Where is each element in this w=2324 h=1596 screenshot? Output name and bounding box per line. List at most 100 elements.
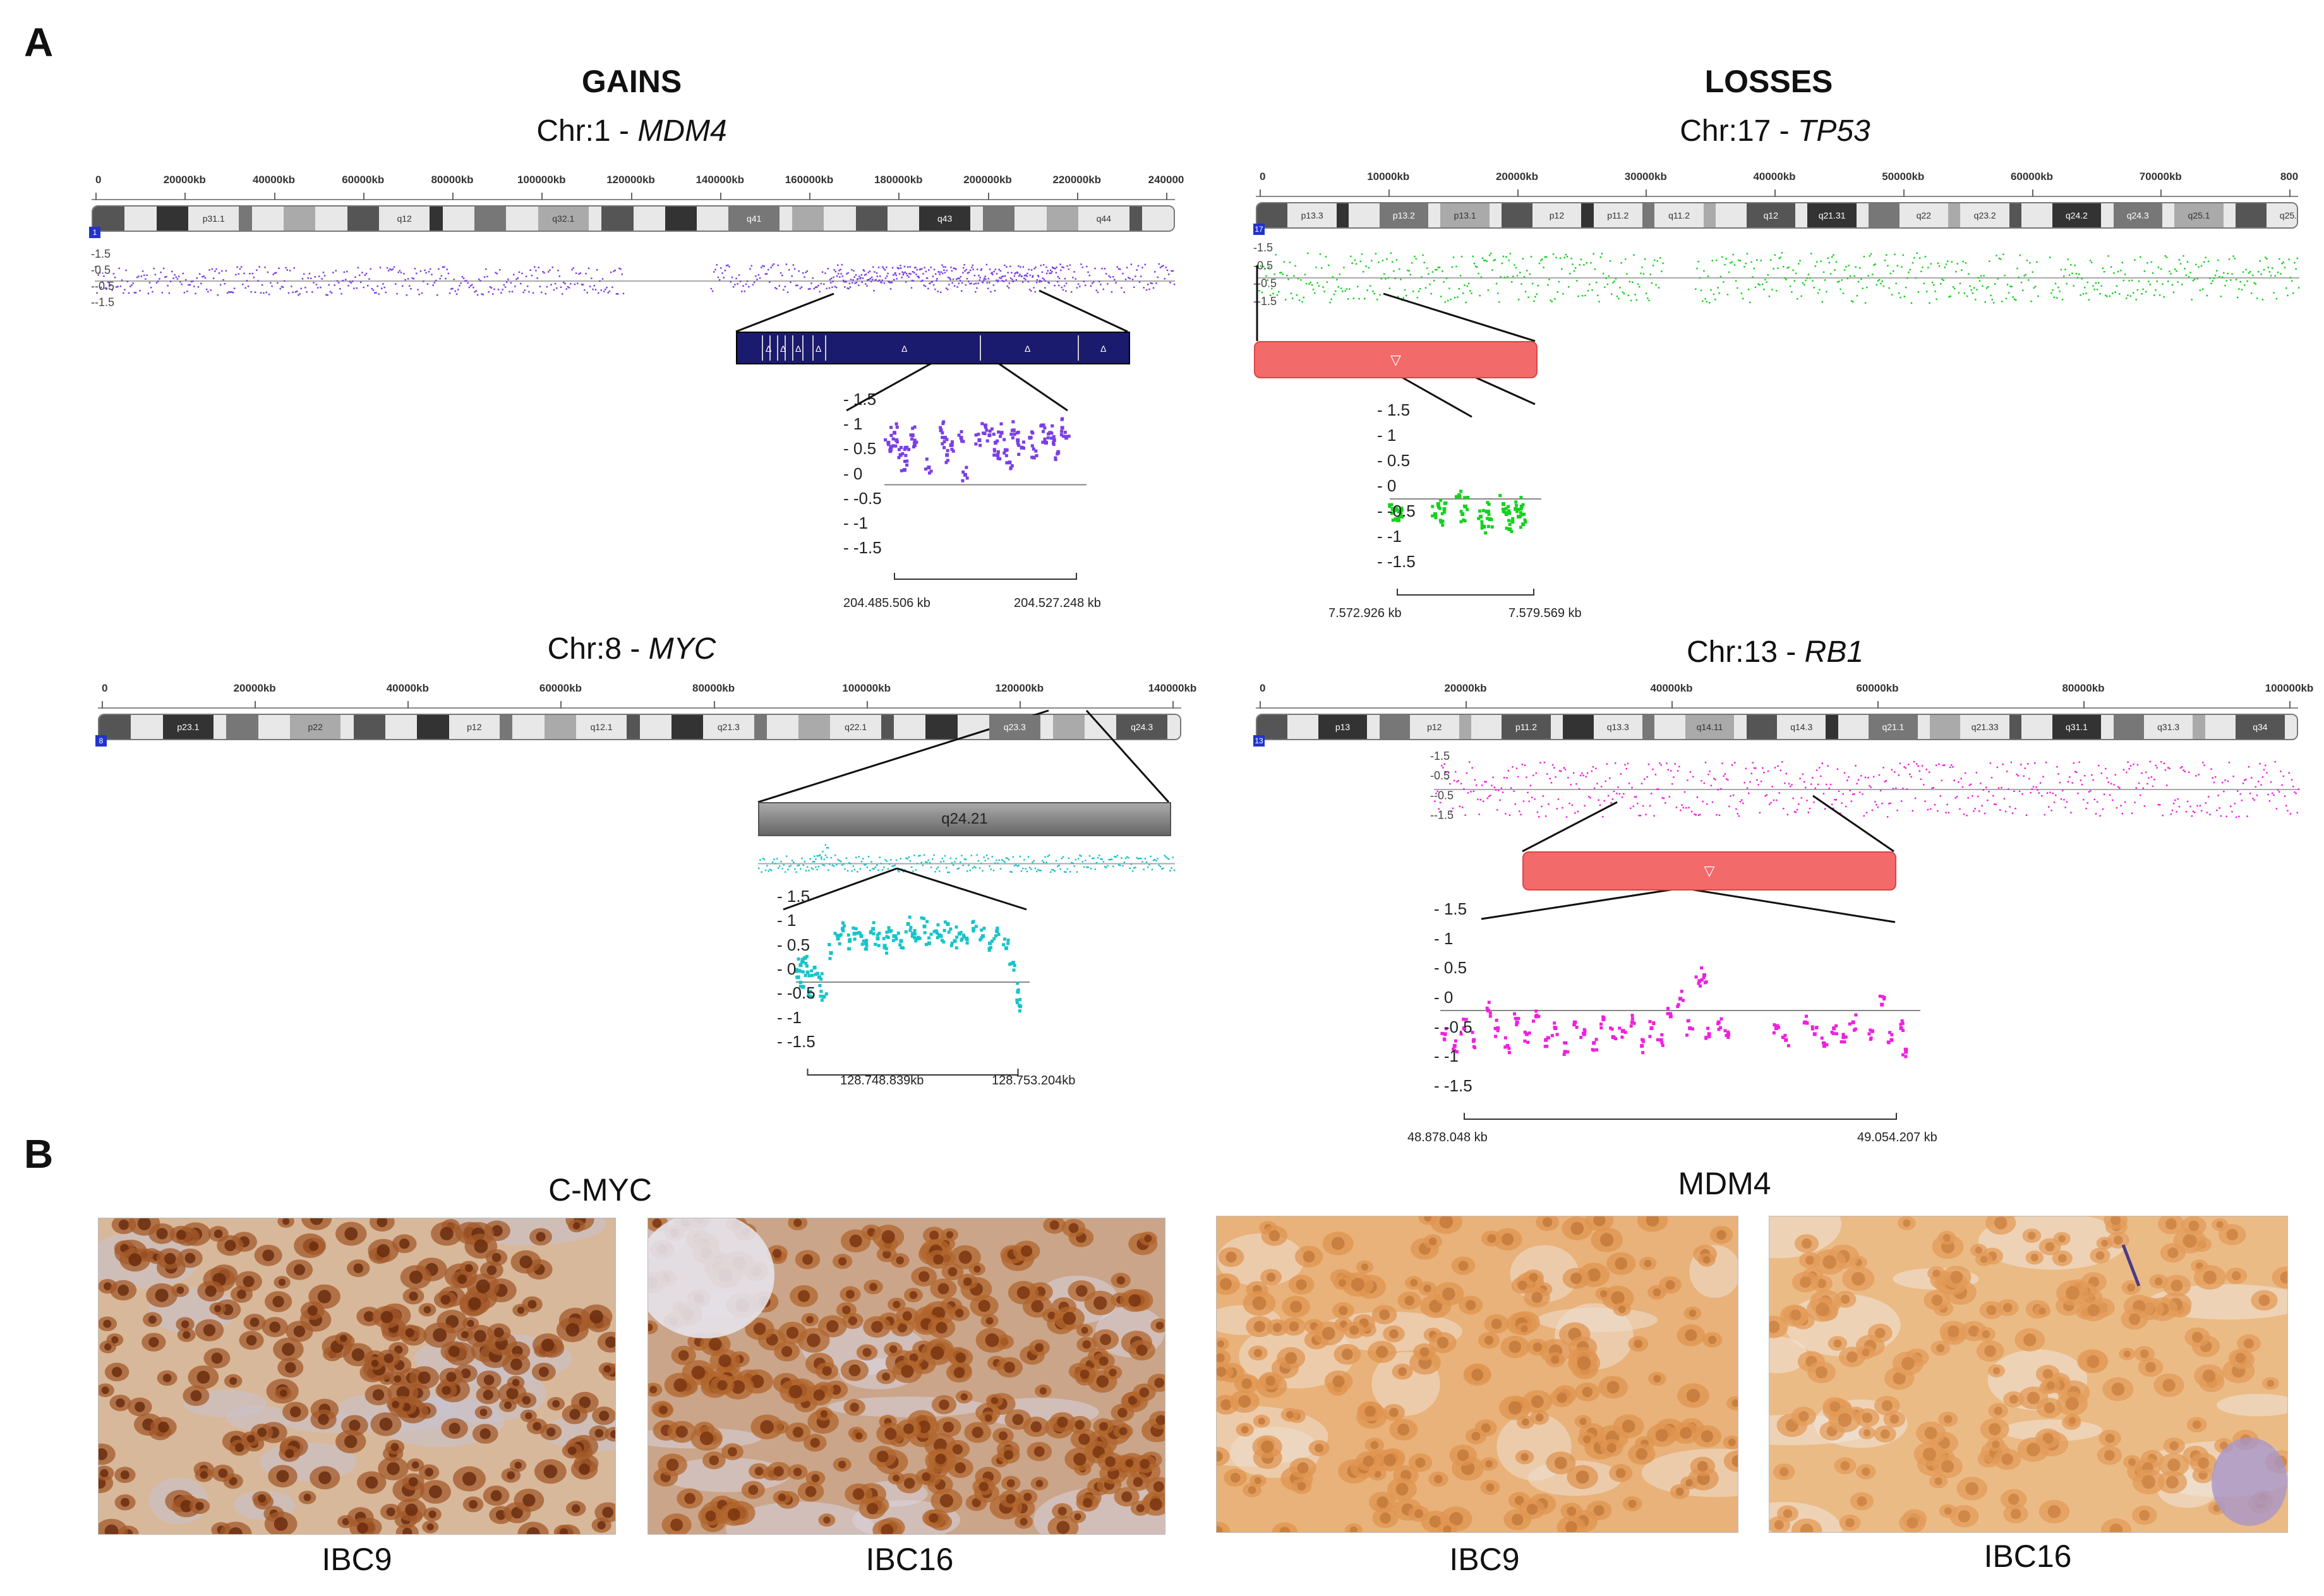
- data-point: [1781, 1035, 1785, 1039]
- cell-nucleus: [405, 1503, 418, 1516]
- cell-nucleus: [394, 1375, 402, 1383]
- cell-nucleus: [2046, 1381, 2056, 1390]
- data-point: [1666, 1007, 1670, 1011]
- cell-nucleus: [1931, 1294, 1943, 1306]
- rb1-coord-end: 49.054.207 kb: [1857, 1131, 1937, 1144]
- data-point: [1060, 426, 1064, 430]
- cell-nucleus: [1774, 1520, 1784, 1530]
- ruler-tick: [2160, 189, 2162, 197]
- cell-nucleus: [1851, 1271, 1865, 1286]
- cell-nucleus: [1606, 1443, 1617, 1453]
- cell-nucleus: [1840, 1461, 1850, 1471]
- cell-nucleus: [1992, 1440, 2000, 1448]
- cell-nucleus: [699, 1431, 714, 1446]
- zoom-ytick: - -0.5: [1377, 501, 1416, 520]
- cell-nucleus: [176, 1230, 186, 1240]
- data-point: [913, 441, 917, 445]
- data-point: [1480, 520, 1484, 524]
- stroma-region: [726, 1501, 876, 1534]
- data-point: [1524, 520, 1527, 524]
- data-point: [992, 453, 996, 457]
- cell-nucleus: [200, 1471, 208, 1479]
- ruler-tick: [1260, 701, 1261, 709]
- cell-nucleus: [1155, 1415, 1165, 1425]
- cell-nucleus: [2110, 1216, 2121, 1225]
- cell-nucleus: [2111, 1383, 2125, 1396]
- data-point: [841, 927, 845, 931]
- data-point: [941, 436, 944, 440]
- data-point: [1462, 1027, 1466, 1031]
- data-point: [1505, 526, 1508, 530]
- cell-nucleus: [1817, 1278, 1827, 1288]
- data-point: [942, 940, 946, 944]
- cell-nucleus: [349, 1419, 361, 1431]
- ruler: 0 20000kb 40000kb 60000kb 80000kb 100000kb 120…: [92, 174, 1184, 200]
- data-point: [1020, 445, 1024, 450]
- data-point: [1502, 502, 1505, 506]
- cell-nucleus: [1731, 1399, 1738, 1407]
- data-point: [910, 437, 914, 441]
- data-point: [942, 440, 946, 443]
- data-point: [950, 440, 954, 444]
- cell-nucleus: [1680, 1427, 1692, 1439]
- ruler-label: 800: [2280, 171, 2299, 183]
- cell-nucleus: [1992, 1367, 2001, 1375]
- data-point: [808, 990, 812, 994]
- ruler-label: 20000kb: [1495, 171, 1539, 183]
- cell-nucleus: [2087, 1304, 2100, 1317]
- data-point: [828, 957, 832, 961]
- cell-nucleus: [510, 1358, 522, 1371]
- data-point: [1493, 1027, 1497, 1031]
- cell-nucleus: [842, 1305, 851, 1314]
- data-point: [1723, 1029, 1727, 1033]
- data-point: [1488, 1014, 1492, 1018]
- cell-nucleus: [483, 1389, 493, 1400]
- cell-nucleus: [309, 1241, 319, 1251]
- data-point: [1400, 515, 1404, 519]
- cell-nucleus: [2030, 1254, 2038, 1262]
- cell-nucleus: [405, 1328, 414, 1338]
- data-point: [1498, 494, 1502, 498]
- data-point: [950, 443, 954, 447]
- ruler-label: 140000kb: [1148, 682, 1197, 694]
- data-point: [1466, 508, 1469, 512]
- cell-nucleus: [250, 1317, 260, 1328]
- data-point: [807, 993, 810, 997]
- cell-nucleus: [805, 1485, 817, 1497]
- cell-nucleus: [474, 1329, 486, 1343]
- band: [2236, 203, 2268, 227]
- ruler-tick: [1172, 701, 1174, 709]
- cell-nucleus: [1716, 1230, 1726, 1240]
- data-point: [894, 937, 898, 941]
- data-point: [1388, 505, 1392, 508]
- band: [1287, 715, 1321, 739]
- cell-nucleus: [408, 1477, 418, 1487]
- data-point: [927, 936, 931, 940]
- cell-nucleus: [933, 1254, 944, 1265]
- data-point: [876, 933, 880, 937]
- data-point: [1004, 946, 1008, 951]
- cell-nucleus: [1622, 1419, 1635, 1433]
- data-point: [1002, 937, 1006, 941]
- band: q24.3: [2113, 203, 2162, 227]
- data-point: [1680, 990, 1683, 993]
- data-point: [1042, 423, 1045, 427]
- cell-nucleus: [1485, 1460, 1493, 1468]
- cell-nucleus: [1570, 1272, 1582, 1285]
- cell-nucleus: [903, 1477, 915, 1489]
- cell-nucleus: [2095, 1251, 2105, 1260]
- data-point: [1039, 424, 1043, 428]
- cell-nucleus: [811, 1474, 820, 1483]
- band: p11.2: [1593, 203, 1642, 227]
- data-point: [895, 425, 899, 429]
- chr17-track: -1.5-0.5--0.5--1.5: [1253, 241, 2300, 308]
- data-point: [918, 937, 922, 940]
- data-point: [965, 938, 969, 942]
- data-point: [1444, 1027, 1448, 1031]
- cell-nucleus: [392, 1400, 400, 1408]
- cell-nucleus: [1073, 1453, 1087, 1466]
- cell-nucleus: [1068, 1223, 1079, 1233]
- ruler-tick: [1671, 701, 1673, 709]
- ruler-tick: [630, 193, 632, 200]
- data-point: [1030, 455, 1034, 459]
